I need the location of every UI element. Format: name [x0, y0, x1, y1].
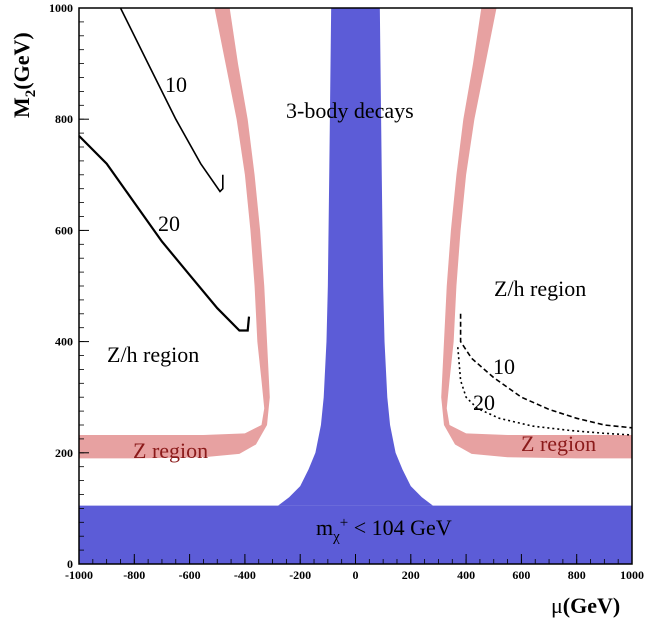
x-tick-label: 0	[353, 568, 359, 582]
x-tick-label: -200	[289, 568, 311, 582]
y-axis-unit: (GeV)	[9, 32, 34, 89]
y-axis-sub: 2	[23, 90, 39, 98]
label-zh-region-left: Z/h region	[107, 342, 199, 367]
label-contour-20-right: 20	[473, 390, 495, 415]
bound-rest: < 104 GeV	[348, 515, 452, 540]
y-tick-label: 1000	[49, 1, 73, 15]
contour-right-20	[457, 347, 633, 436]
x-axis-unit: (GeV)	[563, 593, 620, 618]
bound-m: m	[316, 515, 333, 540]
label-z-region-left: Z region	[133, 438, 208, 463]
x-tick-label: 200	[402, 568, 420, 582]
ticks-layer: -1000 -800 -600 -400 -200 0 200 400 600 800 1000 0 2…	[49, 1, 644, 582]
x-tick-label: 600	[512, 568, 530, 582]
label-z-region-right: Z region	[521, 431, 596, 456]
y-tick-label: 200	[55, 446, 73, 460]
x-tick-label: 1000	[620, 568, 644, 582]
y-tick-label: 0	[67, 557, 73, 571]
x-axis-label: μ(GeV)	[551, 593, 620, 618]
x-tick-label: 800	[568, 568, 586, 582]
label-contour-20-left: 20	[158, 211, 180, 236]
bound-chi-sub: χ	[332, 529, 340, 545]
x-tick-label: -800	[123, 568, 145, 582]
x-axis-mu: μ	[551, 593, 563, 618]
region-z-band-right	[441, 8, 632, 459]
curves-layer	[78, 7, 633, 436]
y-tick-label: 600	[55, 223, 73, 237]
y-axis-label: M2(GeV)	[9, 32, 39, 118]
y-axis-m: M	[9, 97, 34, 118]
y-tick-label: 400	[55, 335, 73, 349]
bound-plus-sup: +	[340, 515, 348, 531]
label-contour-10-left: 10	[165, 72, 187, 97]
y-tick-label: 800	[55, 112, 73, 126]
contour-right-10	[459, 313, 633, 429]
label-zh-region-right: Z/h region	[494, 276, 586, 301]
x-tick-label: -1000	[65, 568, 93, 582]
x-tick-label: -600	[179, 568, 201, 582]
x-tick-label: 400	[457, 568, 475, 582]
region-3-body-decays	[278, 8, 433, 506]
label-chargino-mass-bound: mχ+ < 104 GeV	[316, 515, 452, 545]
label-contour-10-right: 10	[493, 354, 515, 379]
contour-left-10	[119, 7, 224, 193]
x-tick-label: -400	[234, 568, 256, 582]
contour-left-20	[78, 135, 251, 332]
label-3-body-decays: 3-body decays	[286, 98, 414, 123]
